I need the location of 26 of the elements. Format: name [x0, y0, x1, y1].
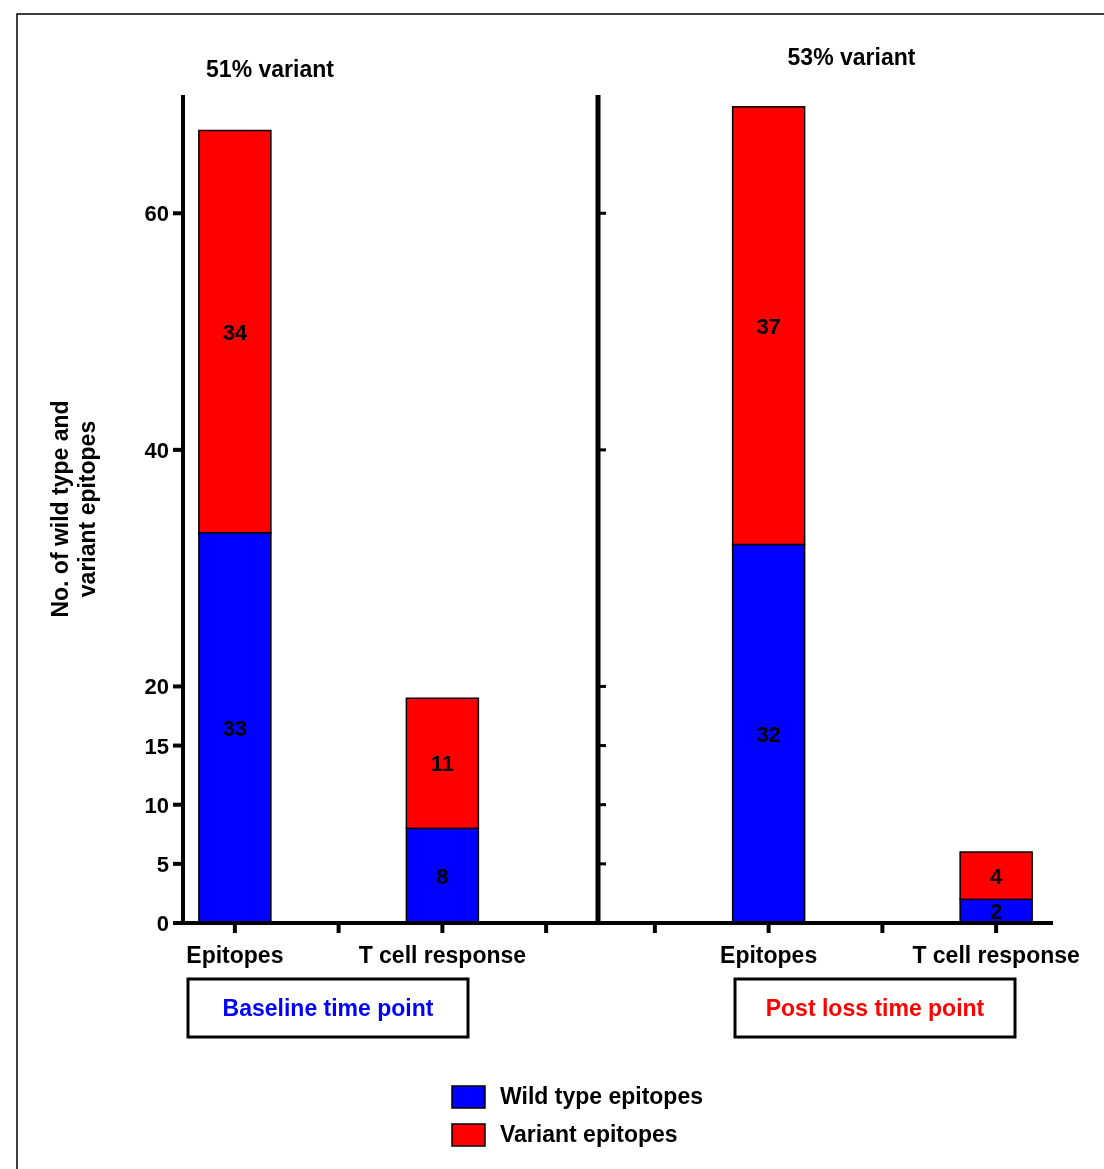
y-tick-label: 5 [156, 851, 169, 877]
y-tick-label: 40 [144, 437, 169, 463]
chart-title: 51% variant [206, 56, 335, 82]
y-axis-title: No. of wild type and variant epitopes [47, 400, 100, 618]
data-label: 34 [222, 319, 248, 345]
data-label: 33 [222, 715, 248, 741]
x-axis-title: Baseline time point [222, 995, 434, 1021]
data-label: 4 [990, 863, 1003, 889]
data-label: 2 [990, 899, 1003, 925]
data-label: 8 [436, 863, 449, 889]
x-tick-label: Epitopes [186, 942, 284, 968]
x-tick-label: Epitopes [720, 942, 818, 968]
data-label: 32 [756, 721, 781, 747]
legend-label: Variant epitopes [500, 1121, 678, 1147]
y-tick-label: 10 [144, 792, 169, 818]
y-tick-label: 60 [144, 201, 169, 227]
data-label: 37 [756, 313, 781, 339]
x-tick-label: T cell response [358, 942, 527, 968]
data-label: 11 [430, 751, 455, 777]
y-tick-label: 15 [144, 733, 169, 759]
chart-title: 53% variant [787, 44, 916, 70]
x-axis-title: Post loss time point [765, 995, 985, 1021]
y-tick-label: 20 [144, 674, 169, 700]
y-tick-label: 0 [156, 911, 169, 936]
legend-label: Wild type epitopes [500, 1083, 703, 1109]
x-tick-label: T cell response [912, 942, 1080, 968]
